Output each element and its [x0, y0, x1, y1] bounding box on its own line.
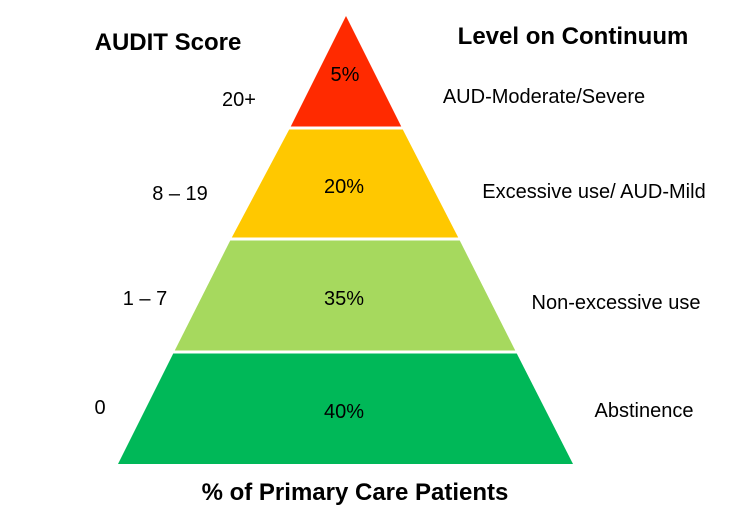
- pyramid-tier-excessive-use: [231, 128, 459, 239]
- pyramid-tier-abstinence: [118, 352, 573, 464]
- audit-score-value: 8 – 19: [152, 183, 208, 205]
- tier-percent: 20%: [324, 176, 364, 198]
- pyramid-caption: % of Primary Care Patients: [202, 479, 509, 506]
- audit-score-value: 1 – 7: [123, 288, 167, 310]
- continuum-level-label: Abstinence: [595, 400, 694, 422]
- pyramid-tier-non-excessive-use: [174, 239, 516, 352]
- continuum-level-label: Non-excessive use: [532, 292, 701, 314]
- continuum-level-label: Excessive use/ AUD-Mild: [482, 181, 705, 203]
- audit-score-header: AUDIT Score: [95, 29, 242, 56]
- level-on-continuum-header: Level on Continuum: [458, 23, 689, 50]
- pyramid-tier-aud-moderate-severe: [290, 16, 402, 128]
- audit-score-value: 0: [94, 397, 105, 419]
- audit-score-value: 20+: [222, 89, 256, 111]
- tier-percent: 5%: [331, 64, 360, 86]
- tier-percent: 40%: [324, 401, 364, 423]
- pyramid: [118, 16, 573, 464]
- continuum-level-label: AUD-Moderate/Severe: [443, 86, 645, 108]
- tier-percent: 35%: [324, 288, 364, 310]
